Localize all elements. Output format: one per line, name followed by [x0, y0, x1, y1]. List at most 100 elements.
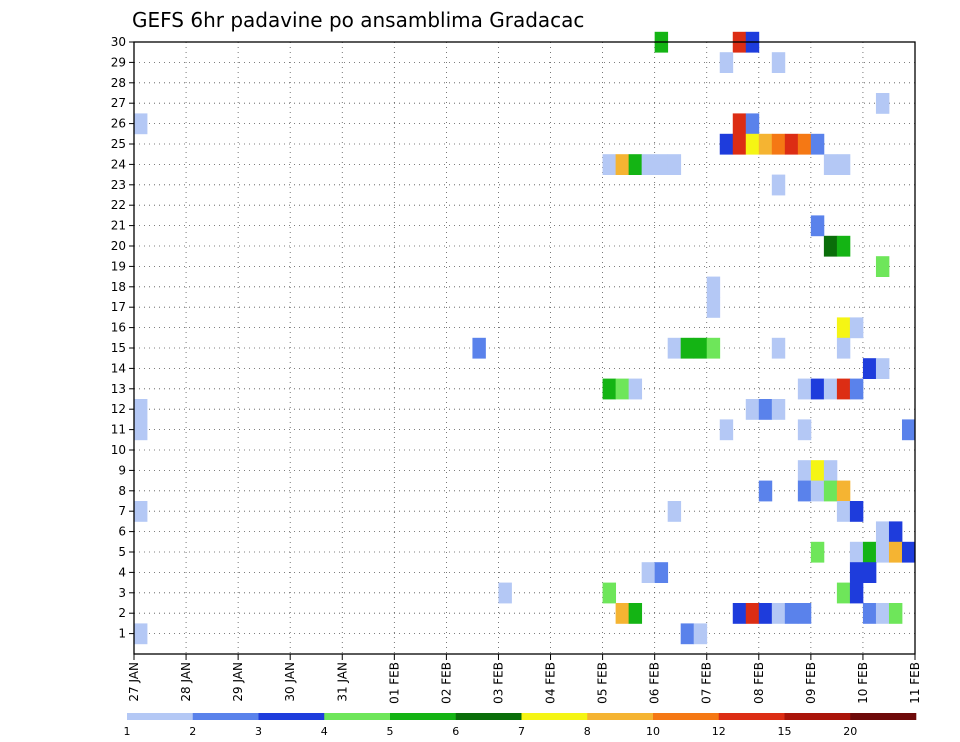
- colorbar-swatch: [521, 713, 588, 720]
- heatmap-cell: [602, 154, 617, 175]
- y-tick-label: 25: [111, 137, 126, 151]
- heatmap-cell: [654, 562, 669, 583]
- heatmap-cell: [693, 623, 708, 645]
- x-tick-label: 02 FEB: [439, 662, 453, 704]
- heatmap-cell: [771, 337, 786, 359]
- heatmap-cell: [628, 378, 643, 400]
- heatmap-cell: [888, 521, 903, 543]
- colorbar-swatch: [258, 713, 325, 720]
- heatmap-cell: [615, 378, 630, 400]
- x-tick-label: 30 JAN: [283, 662, 297, 702]
- colorbar-label: 7: [518, 725, 525, 738]
- heatmap-cell: [836, 501, 851, 522]
- heatmap-cell: [901, 541, 916, 563]
- y-tick-label: 28: [111, 76, 126, 90]
- colorbar-swatch: [653, 713, 720, 720]
- heatmap-cell: [810, 460, 825, 481]
- heatmap-cell: [706, 276, 721, 298]
- x-tick-label: 01 FEB: [387, 662, 401, 704]
- heatmap-cell: [875, 93, 890, 114]
- heatmap-cell: [706, 297, 721, 318]
- heatmap-cell: [810, 541, 825, 563]
- heatmap-cell: [849, 582, 864, 604]
- y-tick-label: 5: [118, 545, 126, 559]
- heatmap-cell: [823, 235, 838, 257]
- heatmap-cell: [823, 154, 838, 175]
- y-tick-label: 19: [111, 259, 126, 273]
- x-tick-label: 04 FEB: [544, 662, 558, 704]
- heatmap-cell: [784, 603, 799, 624]
- x-tick-label: 28 JAN: [179, 662, 193, 702]
- heatmap-cell: [810, 215, 825, 237]
- heatmap-cell: [862, 541, 877, 563]
- heatmap-cell: [849, 501, 864, 522]
- heatmap-cell: [758, 603, 773, 624]
- heatmap-cell: [888, 541, 903, 563]
- heatmap-cell: [836, 582, 851, 604]
- heatmap-cell: [602, 582, 617, 604]
- heatmap-cell: [667, 337, 682, 359]
- y-tick-label: 16: [111, 321, 126, 335]
- heatmap-cell: [875, 521, 890, 543]
- colorbar-label: 5: [387, 725, 394, 738]
- colorbar-label: 20: [843, 725, 857, 738]
- y-tick-label: 17: [111, 300, 126, 314]
- heatmap-cell: [680, 337, 695, 359]
- heatmap-cell: [784, 133, 799, 155]
- y-tick-label: 3: [118, 586, 126, 600]
- heatmap-cell: [771, 603, 786, 624]
- heatmap-cell: [745, 603, 760, 624]
- x-tick-label: 11 FEB: [908, 662, 922, 704]
- y-tick-label: 11: [111, 423, 126, 437]
- heatmap-cell: [654, 154, 669, 175]
- heatmap-cell: [758, 133, 773, 155]
- y-tick-label: 23: [111, 178, 126, 192]
- x-tick-label: 10 FEB: [856, 662, 870, 704]
- y-tick-label: 22: [111, 198, 126, 212]
- heatmap-cell: [680, 623, 695, 645]
- heatmap-cell: [732, 113, 747, 135]
- x-axis: 27 JAN 28 JAN 29 JAN 30 JAN 31 JAN 01 FEB 02 F…: [127, 654, 922, 704]
- heatmap-cell: [836, 378, 851, 400]
- heatmap-cell: [134, 399, 148, 420]
- colorbar-label: 2: [189, 725, 196, 738]
- x-tick-label: 27 JAN: [127, 662, 141, 702]
- y-tick-label: 4: [118, 565, 126, 579]
- x-tick-label: 03 FEB: [491, 662, 505, 704]
- y-tick-label: 20: [111, 239, 126, 253]
- y-tick-label: 27: [111, 96, 126, 110]
- y-tick-label: 15: [111, 341, 126, 355]
- heatmap-cell: [641, 154, 656, 175]
- heatmap-cell: [134, 419, 148, 441]
- y-tick-label: 30: [111, 35, 126, 49]
- heatmap-cell: [849, 317, 864, 339]
- y-tick-label: 29: [111, 55, 126, 69]
- x-tick-label: 31 JAN: [335, 662, 349, 702]
- y-tick-label: 18: [111, 280, 126, 294]
- heatmap-cell: [472, 337, 486, 359]
- x-tick-label: 06 FEB: [648, 662, 662, 704]
- colorbar-swatch: [455, 713, 522, 720]
- heatmap-cell: [771, 52, 786, 73]
- x-tick-label: 09 FEB: [804, 662, 818, 704]
- heatmap-cell: [849, 378, 864, 400]
- heatmap-cell: [771, 174, 786, 196]
- heatmap-cell: [498, 582, 512, 604]
- x-tick-label: 29 JAN: [231, 662, 245, 702]
- y-tick-label: 21: [111, 219, 126, 233]
- colorbar-label: 4: [321, 725, 328, 738]
- heatmap-cell: [797, 460, 812, 481]
- x-tick-label: 05 FEB: [596, 662, 610, 704]
- heatmap-cell: [771, 399, 786, 420]
- x-tick-label: 08 FEB: [752, 662, 766, 704]
- colorbar: 1 2 3 4 5 6 7 8 10 12 15 20: [124, 713, 917, 738]
- heatmap-cell: [706, 337, 721, 359]
- heatmap-cell: [797, 419, 812, 441]
- heatmap-cell: [862, 562, 877, 583]
- heatmap-cell: [719, 133, 734, 155]
- heatmap-cell: [628, 603, 643, 624]
- heatmap-cell: [875, 358, 890, 379]
- chart-title: GEFS 6hr padavine po ansamblima Gradacac: [132, 8, 584, 32]
- x-tick-label: 07 FEB: [700, 662, 714, 704]
